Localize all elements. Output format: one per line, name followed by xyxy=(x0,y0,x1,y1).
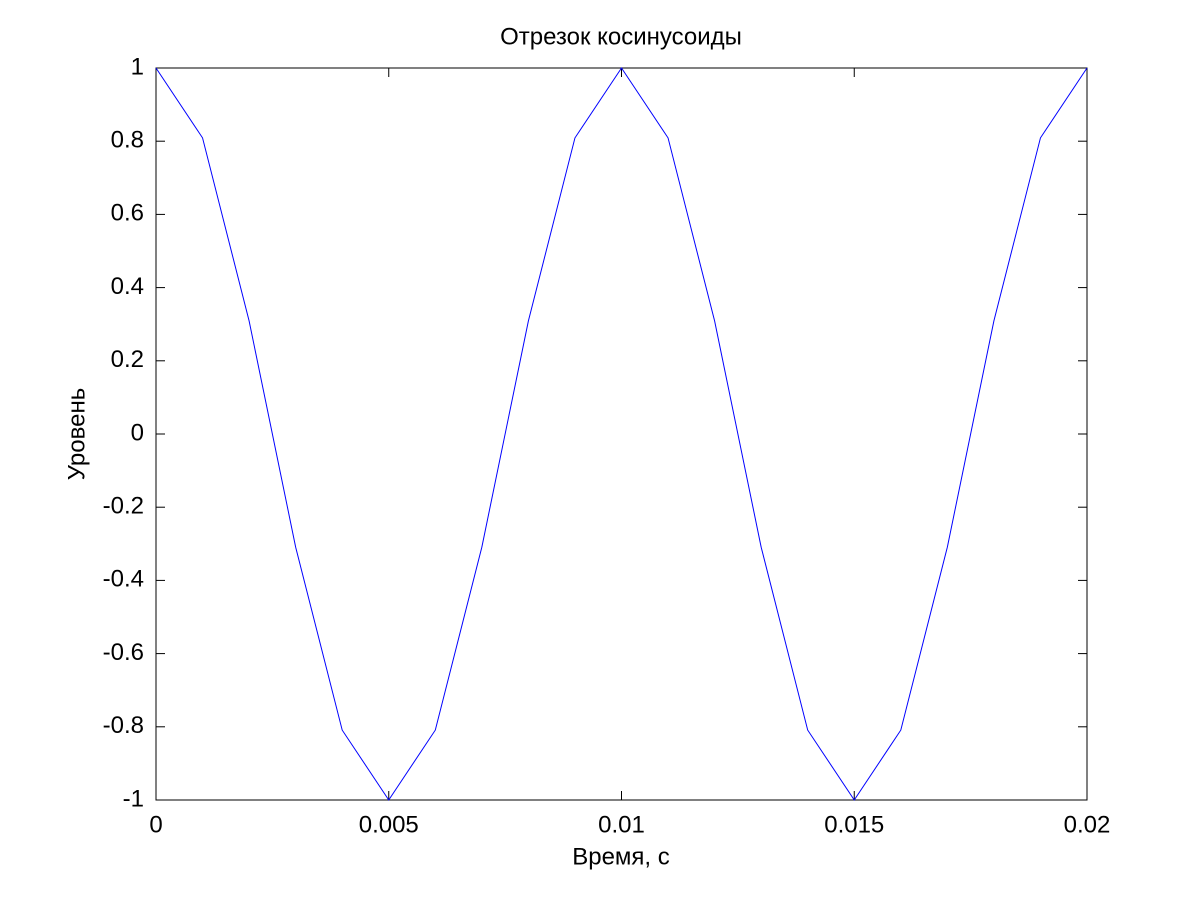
y-tick-label: -1 xyxy=(123,785,144,812)
y-tick-label: 0.8 xyxy=(111,127,144,154)
y-tick-label: 0 xyxy=(131,419,144,446)
y-tick-label: -0.6 xyxy=(103,639,144,666)
x-tick-label: 0.015 xyxy=(824,811,884,838)
x-tick-label: 0.02 xyxy=(1064,811,1111,838)
y-tick-label: 0.4 xyxy=(111,273,144,300)
y-tick-label: -0.2 xyxy=(103,493,144,520)
x-tick-label: 0 xyxy=(149,811,162,838)
y-tick-label: 1 xyxy=(131,53,144,80)
x-tick-label: 0.005 xyxy=(359,811,419,838)
y-tick-label: 0.6 xyxy=(111,200,144,227)
y-tick-label: 0.2 xyxy=(111,346,144,373)
y-tick-label: -0.4 xyxy=(103,566,144,593)
y-axis-label: Уровень xyxy=(63,388,90,480)
x-tick-label: 0.01 xyxy=(598,811,645,838)
x-axis-label: Время, с xyxy=(572,843,670,870)
chart-title: Отрезок косинусоиды xyxy=(500,23,742,50)
data-line xyxy=(155,67,1088,801)
y-tick-label: -0.8 xyxy=(103,712,144,739)
